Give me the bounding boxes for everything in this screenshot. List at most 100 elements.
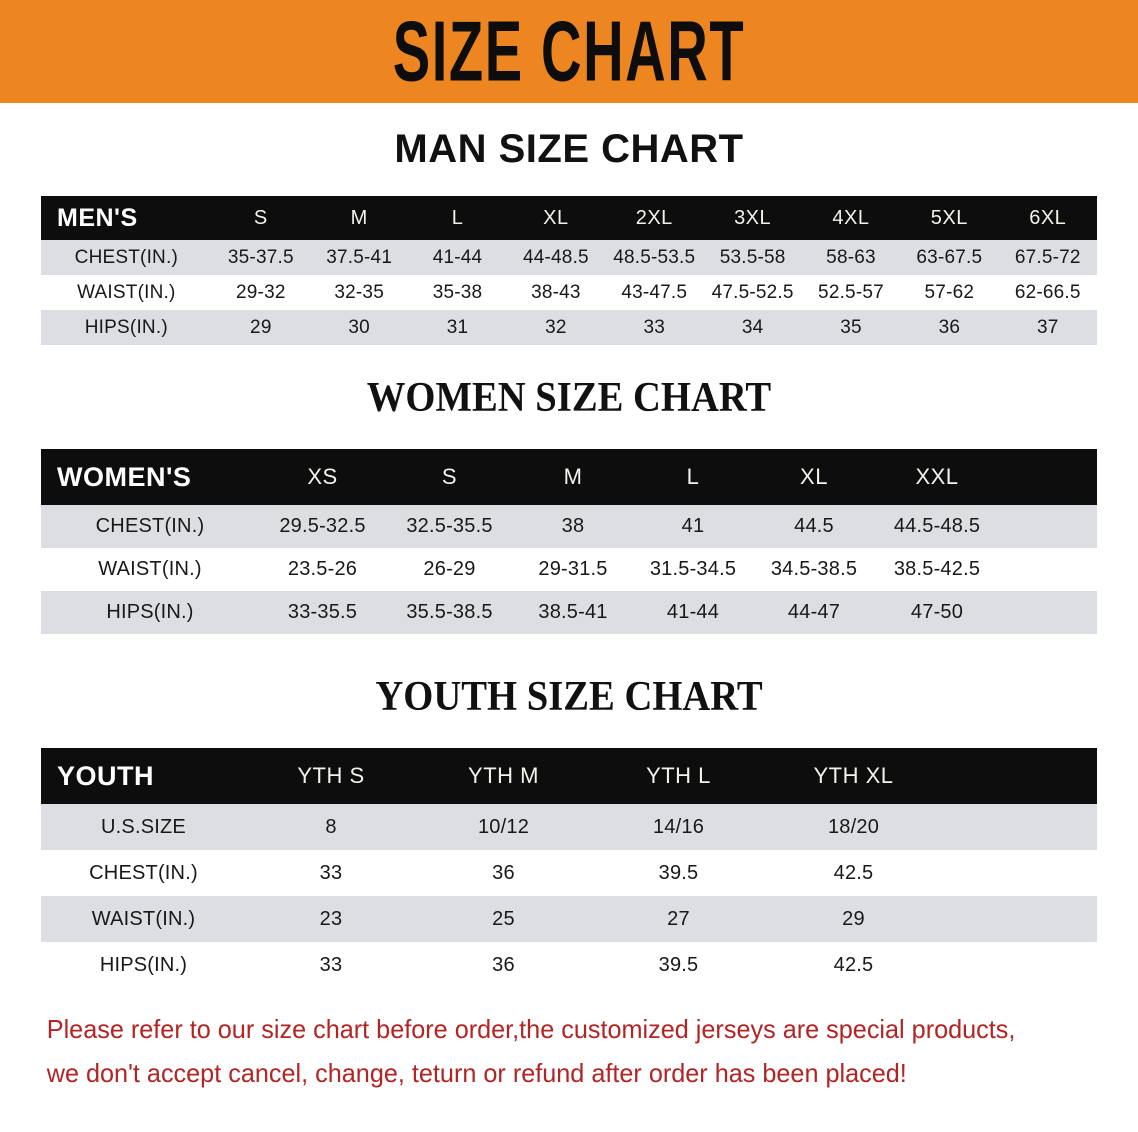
footer-line-1: Please refer to our size chart before or…	[46, 1014, 1016, 1044]
women-hips-m: 38.5-41	[538, 601, 608, 623]
women-hips-xs: 33-35.5	[287, 601, 358, 623]
youth-chest-m: 36	[492, 861, 515, 884]
man-column-header-l: L	[451, 206, 464, 229]
man-waist-l: 35-38	[432, 281, 483, 303]
youth-section-title: YOUTH SIZE CHART	[375, 674, 763, 720]
women-table-header-row: WOMEN'S XS S M L XL XXL	[41, 449, 1097, 505]
women-hips-s: 35.5-38.5	[406, 601, 493, 623]
table-row: WAIST(IN.) 29-32 32-35 35-38 38-43 43-47…	[41, 275, 1097, 310]
women-row-label-chest: CHEST(IN.)	[95, 515, 205, 537]
youth-waist-l: 27	[667, 907, 690, 930]
youth-column-header-l: YTH L	[646, 763, 711, 788]
man-hips-l: 31	[446, 316, 469, 338]
youth-header-spacer	[941, 748, 1097, 804]
women-row-label-waist: WAIST(IN.)	[98, 558, 202, 580]
youth-column-header-xl: YTH XL	[813, 763, 894, 788]
youth-ussize-l: 14/16	[652, 815, 705, 838]
women-header-spacer	[999, 449, 1097, 505]
man-hips-4xl: 35	[840, 316, 862, 338]
women-column-header-xl: XL	[800, 464, 828, 489]
man-waist-5xl: 57-62	[924, 281, 975, 303]
man-waist-4xl: 52.5-57	[818, 281, 884, 303]
women-column-header-s: S	[441, 464, 458, 489]
table-row: U.S.SIZE 8 10/12 14/16 18/20	[41, 804, 1097, 850]
youth-header-label: YOUTH	[57, 760, 154, 791]
man-column-header-4xl: 4XL	[832, 206, 870, 229]
man-waist-s: 29-32	[236, 281, 286, 303]
youth-waist-spacer	[941, 896, 1097, 942]
footer-line-2: we don't accept cancel, change, teturn o…	[46, 1057, 907, 1088]
women-waist-xxl: 38.5-42.5	[893, 558, 981, 580]
youth-hips-s: 33	[319, 953, 343, 976]
man-chest-3xl: 53.5-58	[719, 246, 786, 268]
man-hips-s: 29	[250, 316, 272, 338]
women-chest-m: 38	[561, 515, 585, 537]
man-hips-6xl: 37	[1036, 316, 1059, 338]
women-chest-spacer	[999, 505, 1097, 548]
youth-ussize-s: 8	[325, 815, 337, 838]
man-waist-3xl: 47.5-52.5	[711, 281, 794, 303]
man-waist-xl: 38-43	[531, 281, 581, 303]
man-column-header-xl: XL	[543, 206, 569, 229]
man-chest-5xl: 63-67.5	[916, 246, 983, 268]
man-row-label-hips: HIPS(IN.)	[84, 316, 168, 338]
women-size-table: WOMEN'S XS S M L XL XXL CHEST(IN.) 29.5-…	[41, 449, 1097, 634]
women-waist-xs: 23.5-26	[287, 558, 358, 580]
youth-size-table: YOUTH YTH S YTH M YTH L YTH XL U.S.SIZE …	[41, 748, 1097, 988]
youth-column-header-s: YTH S	[297, 763, 365, 788]
man-column-header-m: M	[350, 206, 368, 229]
youth-row-label-us-size: U.S.SIZE	[101, 815, 186, 838]
man-row-label-waist: WAIST(IN.)	[77, 281, 176, 303]
women-column-header-xxl: XXL	[915, 464, 959, 489]
man-section-title: MAN SIZE CHART	[394, 127, 744, 171]
youth-hips-m: 36	[492, 953, 515, 976]
youth-waist-s: 23	[319, 907, 343, 930]
man-column-header-6xl: 6XL	[1029, 206, 1067, 229]
youth-table-header-row: YOUTH YTH S YTH M YTH L YTH XL	[41, 748, 1097, 804]
youth-waist-xl: 29	[842, 907, 865, 930]
man-column-header-s: S	[253, 206, 268, 229]
youth-hips-spacer	[941, 942, 1097, 988]
women-chest-xxl: 44.5-48.5	[893, 515, 981, 537]
man-chest-6xl: 67.5-72	[1014, 246, 1081, 268]
women-hips-xxl: 47-50	[910, 601, 964, 623]
table-row: CHEST(IN.) 33 36 39.5 42.5	[41, 850, 1097, 896]
table-row: HIPS(IN.) 33-35.5 35.5-38.5 38.5-41 41-4…	[41, 591, 1097, 634]
youth-ussize-xl: 18/20	[827, 815, 880, 838]
women-chest-xs: 29.5-32.5	[279, 515, 366, 537]
man-chest-xl: 44-48.5	[522, 246, 589, 268]
women-column-header-l: L	[686, 464, 700, 489]
man-table-header-row: MEN'S S M L XL 2XL 3XL 4XL 5XL 6XL	[41, 196, 1097, 240]
man-hips-3xl: 34	[741, 316, 764, 338]
youth-row-label-waist: WAIST(IN.)	[91, 907, 196, 930]
women-waist-spacer	[999, 548, 1097, 591]
man-hips-m: 30	[348, 316, 370, 338]
women-column-header-m: M	[563, 464, 583, 489]
man-hips-xl: 32	[545, 316, 567, 338]
footer-disclaimer: Please refer to our size chart before or…	[39, 1008, 1067, 1095]
women-header-label: WOMEN'S	[57, 461, 192, 492]
man-waist-6xl: 62-66.5	[1014, 281, 1081, 303]
man-header-label: MEN'S	[57, 203, 138, 232]
women-chest-xl: 44.5	[794, 515, 834, 537]
women-section-title: WOMEN SIZE CHART	[366, 375, 772, 421]
youth-chest-spacer	[941, 850, 1097, 896]
women-hips-xl: 44-47	[787, 601, 841, 623]
man-column-header-3xl: 3XL	[734, 206, 772, 229]
man-size-table: MEN'S S M L XL 2XL 3XL 4XL 5XL 6XL CHEST…	[41, 196, 1097, 345]
youth-row-label-chest: CHEST(IN.)	[89, 861, 198, 884]
man-waist-2xl: 43-47.5	[621, 281, 688, 303]
women-chest-s: 32.5-35.5	[406, 515, 493, 537]
women-hips-l: 41-44	[666, 601, 720, 623]
youth-ussize-spacer	[941, 804, 1097, 850]
page-banner: SIZE CHART	[0, 0, 1138, 103]
youth-chest-s: 33	[319, 861, 343, 884]
table-row: HIPS(IN.) 29 30 31 32 33 34 35 36 37	[41, 310, 1097, 345]
man-chest-4xl: 58-63	[826, 246, 876, 268]
man-chest-2xl: 48.5-53.5	[613, 246, 696, 268]
women-chest-l: 41	[681, 515, 705, 537]
man-chest-m: 37.5-41	[326, 246, 393, 268]
women-hips-spacer	[999, 591, 1097, 634]
youth-chest-xl: 42.5	[833, 861, 874, 884]
table-row: WAIST(IN.) 23.5-26 26-29 29-31.5 31.5-34…	[41, 548, 1097, 591]
